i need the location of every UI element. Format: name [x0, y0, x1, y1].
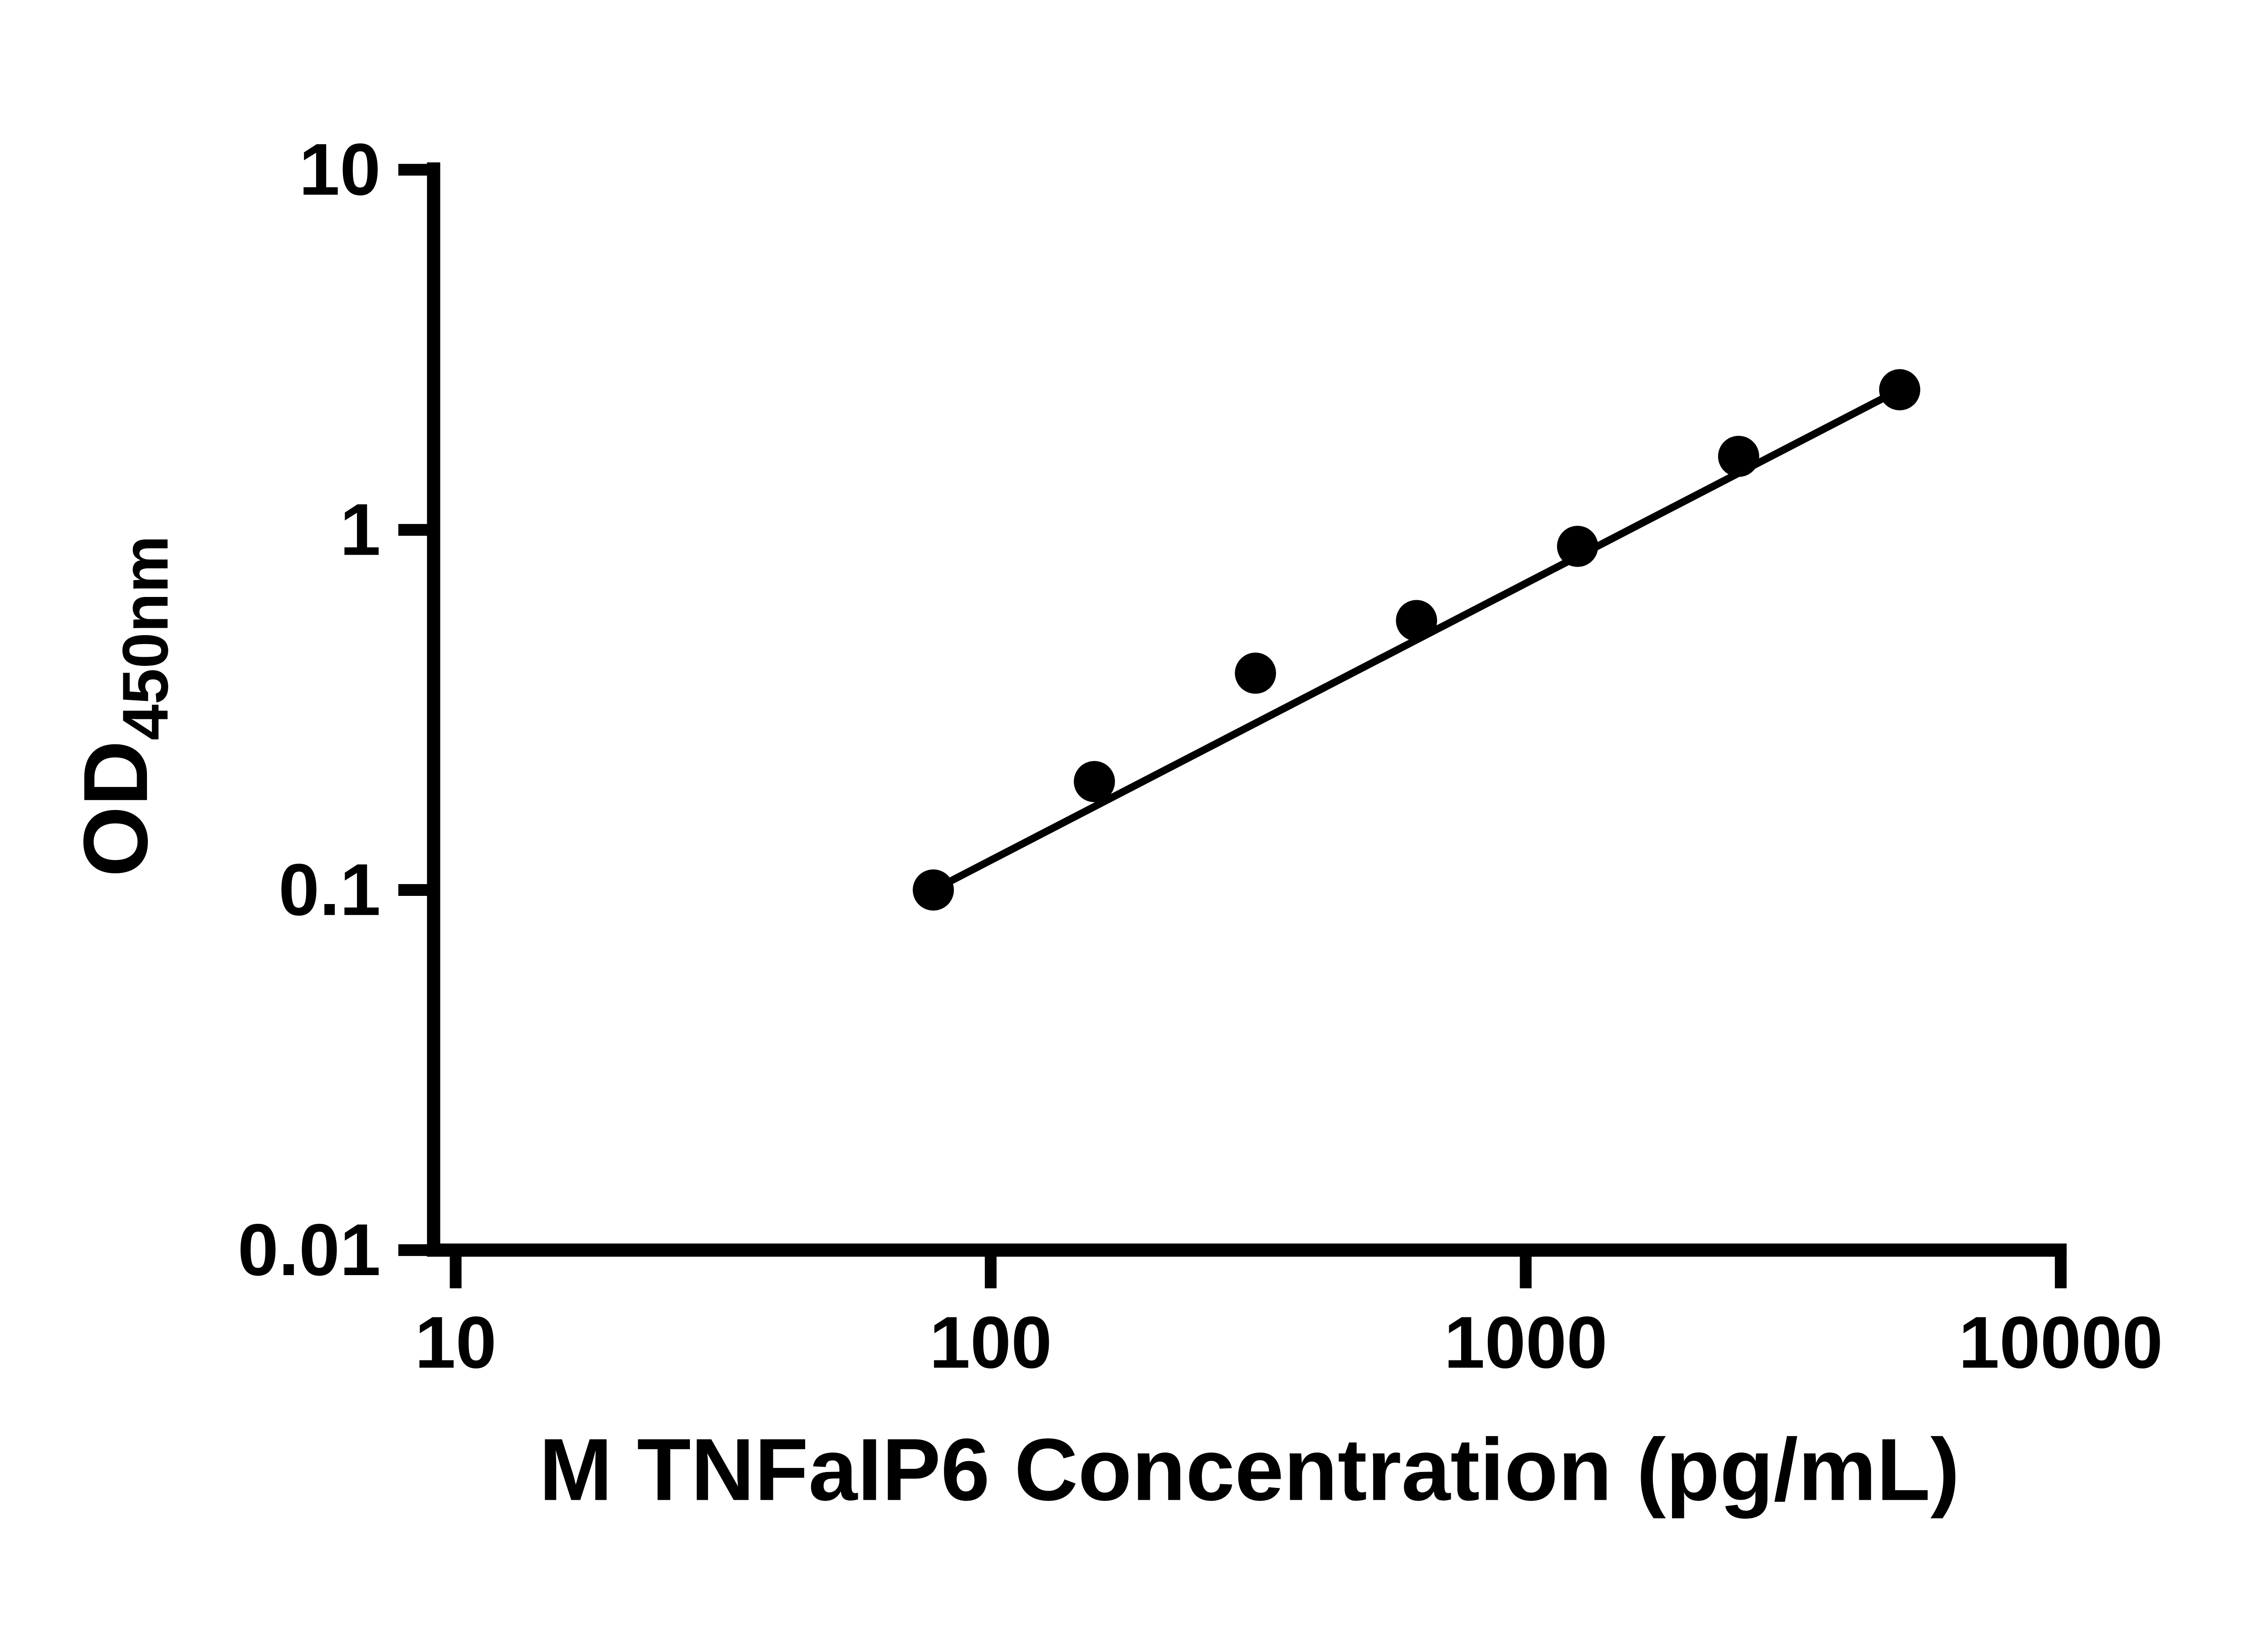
data-point — [1557, 526, 1598, 567]
y-tick-label: 0.01 — [238, 1209, 381, 1291]
y-tick-label: 1 — [340, 489, 381, 571]
x-axis-tick-labels: 10 100 1000 10000 — [415, 1301, 2163, 1384]
data-point — [1718, 435, 1760, 477]
data-point — [1235, 652, 1276, 694]
y-axis-title: OD450nm — [64, 535, 181, 877]
x-axis-ticks — [450, 1250, 2067, 1289]
y-axis-tick-labels: 0.01 0.1 1 10 — [238, 128, 381, 1291]
y-axis-ticks — [398, 164, 434, 1256]
data-points — [913, 369, 1921, 911]
x-axis-title: M TNFaIP6 Concentration (pg/mL) — [539, 1421, 1960, 1519]
data-point — [1879, 369, 1921, 411]
x-tick-label: 1000 — [1444, 1301, 1607, 1384]
x-tick-label: 10000 — [1959, 1301, 2163, 1384]
data-point — [913, 869, 954, 911]
x-tick-label: 10 — [415, 1301, 496, 1384]
y-tick-label: 10 — [299, 128, 381, 210]
y-axis-title-subscript: 450nm — [109, 535, 181, 740]
y-axis-title-main: OD — [64, 740, 166, 877]
data-point — [1396, 600, 1437, 641]
y-tick-label: 0.1 — [279, 849, 381, 931]
data-point — [1074, 761, 1115, 802]
x-tick-label: 100 — [929, 1301, 1052, 1384]
